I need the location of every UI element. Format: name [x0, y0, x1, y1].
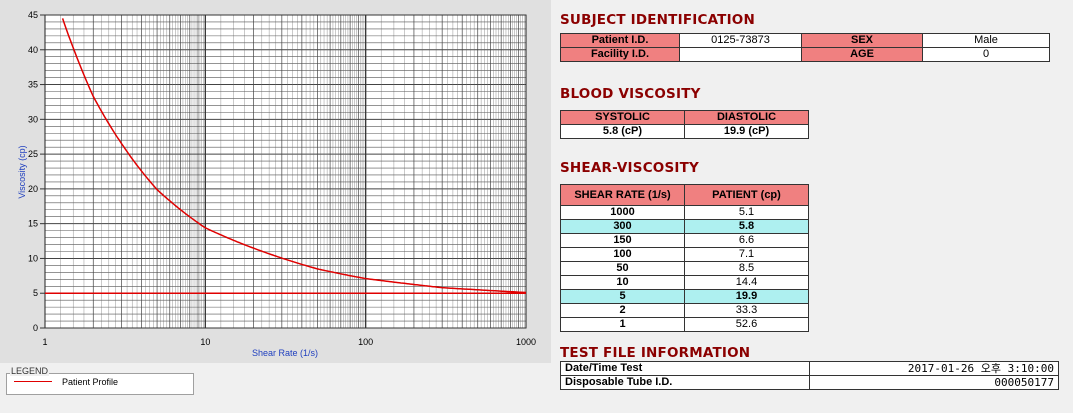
x-tick-label: 1 [42, 337, 47, 347]
patient-cp-header: PATIENT (cp) [684, 184, 809, 206]
date-time-value: 2017-01-26 오후 3:10:00 [809, 361, 1059, 376]
table-row: 1 52.6 [560, 317, 809, 332]
shear-rate-cell: 1000 [560, 205, 685, 220]
patient-cp-cell: 7.1 [684, 247, 809, 262]
table-row: 100 7.1 [560, 247, 809, 262]
sex-label: SEX [801, 33, 923, 48]
tube-id-label: Disposable Tube I.D. [560, 375, 810, 390]
diastolic-label: DIASTOLIC [684, 110, 809, 125]
plot-area [45, 15, 526, 328]
blood-viscosity-title: BLOOD VISCOSITY [560, 86, 701, 102]
legend-box [6, 373, 194, 395]
shear-rate-header: SHEAR RATE (1/s) [560, 184, 685, 206]
shear-rate-cell: 100 [560, 247, 685, 262]
y-tick-label: 30 [28, 114, 38, 124]
facility-id-label: Facility I.D. [560, 47, 680, 62]
table-row: 5 19.9 [560, 289, 809, 304]
patient-cp-cell: 8.5 [684, 261, 809, 276]
age-value: 0 [922, 47, 1050, 62]
table-row: 2 33.3 [560, 303, 809, 318]
x-tick-label: 10 [200, 337, 210, 347]
x-tick-label: 1000 [516, 337, 536, 347]
shear-rate-cell: 50 [560, 261, 685, 276]
y-tick-label: 5 [33, 288, 38, 298]
table-row: 150 6.6 [560, 233, 809, 248]
tube-id-value: 000050177 [809, 375, 1059, 390]
x-tick-label: 100 [358, 337, 373, 347]
y-tick-label: 15 [28, 219, 38, 229]
patient-id-label: Patient I.D. [560, 33, 680, 48]
patient-cp-cell: 5.8 [684, 219, 809, 234]
shear-rate-cell: 150 [560, 233, 685, 248]
test-file-table: Date/Time Test 2017-01-26 오후 3:10:00 Dis… [560, 361, 1059, 390]
y-tick-label: 25 [28, 149, 38, 159]
shear-viscosity-title: SHEAR-VISCOSITY [560, 160, 700, 176]
subject-table: Patient I.D. 0125-73873 SEX Male Facilit… [560, 33, 1050, 62]
legend-line-swatch [14, 381, 52, 382]
shear-rate-cell: 10 [560, 275, 685, 290]
shear-rate-cell: 1 [560, 317, 685, 332]
age-label: AGE [801, 47, 923, 62]
tick-labels: 0 5 10 15 20 25 30 35 40 45 1 10 100 1000 [28, 10, 536, 347]
subject-section-title: SUBJECT IDENTIFICATION [560, 12, 755, 28]
shear-rate-cell: 5 [560, 289, 685, 304]
systolic-label: SYSTOLIC [560, 110, 685, 125]
patient-cp-cell: 14.4 [684, 275, 809, 290]
y-axis-label: Viscosity (cp) [17, 145, 27, 198]
y-tick-label: 20 [28, 184, 38, 194]
patient-id-value: 0125-73873 [679, 33, 802, 48]
plot-border [44, 14, 527, 329]
patient-cp-cell: 33.3 [684, 303, 809, 318]
blood-viscosity-table: SYSTOLIC DIASTOLIC 5.8 (cP) 19.9 (cP) [560, 110, 809, 139]
date-time-label: Date/Time Test [560, 361, 810, 376]
patient-cp-cell: 6.6 [684, 233, 809, 248]
facility-id-value [679, 47, 802, 62]
table-row: 1000 5.1 [560, 205, 809, 220]
shear-rate-cell: 300 [560, 219, 685, 234]
viscosity-chart: 0 5 10 15 20 25 30 35 40 45 1 10 100 1000 Shear Rate … [17, 10, 536, 358]
y-tick-label: 40 [28, 45, 38, 55]
patient-cp-cell: 5.1 [684, 205, 809, 220]
patient-cp-cell: 52.6 [684, 317, 809, 332]
diastolic-value: 19.9 (cP) [684, 124, 809, 139]
sex-value: Male [922, 33, 1050, 48]
shear-rate-cell: 2 [560, 303, 685, 318]
y-tick-label: 35 [28, 80, 38, 90]
x-axis-label: Shear Rate (1/s) [252, 348, 318, 358]
systolic-value: 5.8 (cP) [560, 124, 685, 139]
table-row: 300 5.8 [560, 219, 809, 234]
test-file-title: TEST FILE INFORMATION [560, 345, 751, 361]
y-tick-label: 0 [33, 323, 38, 333]
y-tick-label: 45 [28, 10, 38, 20]
legend-title: LEGEND [10, 366, 50, 376]
legend-entry: Patient Profile [62, 377, 119, 387]
chart-panel: 0 5 10 15 20 25 30 35 40 45 1 10 100 1000 Shear Rate … [0, 0, 551, 363]
y-tick-label: 10 [28, 253, 38, 263]
table-row: 50 8.5 [560, 261, 809, 276]
patient-profile-curve [61, 18, 527, 294]
patient-cp-cell: 19.9 [684, 289, 809, 304]
table-row: 10 14.4 [560, 275, 809, 290]
shear-viscosity-table: SHEAR RATE (1/s) PATIENT (cp) 1000 5.1 300… [560, 184, 809, 332]
